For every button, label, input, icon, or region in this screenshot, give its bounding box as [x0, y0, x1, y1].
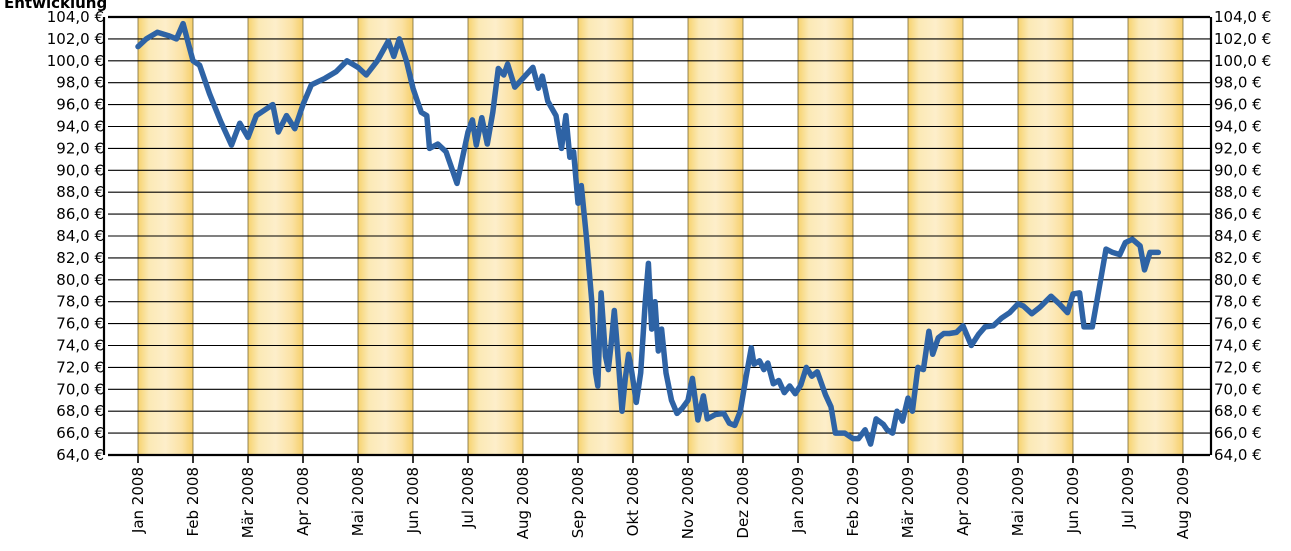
- y-axis-left-labels: 64,0 € 66,0 € 68,0 € 70,0 € 72,0 € 74,0 € 76,0…: [47, 8, 104, 464]
- y-tick-label-right: 72,0 €: [1214, 358, 1262, 376]
- x-tick-label: Aug 2008: [514, 467, 532, 539]
- y-tick-label-left: 86,0 €: [56, 205, 104, 223]
- y-tick-label-right: 66,0 €: [1214, 424, 1262, 442]
- x-tick-label: Mai 2009: [1009, 467, 1027, 536]
- y-tick-label-right: 80,0 €: [1214, 271, 1262, 289]
- x-tick-label: Mär 2009: [899, 467, 917, 538]
- y-axis-right-labels: 64,0 € 66,0 € 68,0 € 70,0 € 72,0 € 74,0 € 76,0…: [1214, 8, 1271, 464]
- x-tick-label: Dez 2008: [734, 467, 752, 539]
- y-tick-label-left: 74,0 €: [56, 337, 104, 355]
- x-tick-label: Sep 2008: [569, 467, 587, 538]
- y-tick-label-right: 64,0 €: [1214, 446, 1262, 464]
- y-tick-label-right: 92,0 €: [1214, 139, 1262, 157]
- y-tick-label-left: 68,0 €: [56, 402, 104, 420]
- y-tick-label-right: 78,0 €: [1214, 293, 1262, 311]
- y-tick-label-left: 64,0 €: [56, 446, 104, 464]
- y-tick-label-left: 100,0 €: [47, 52, 104, 70]
- chart-title: Entwicklung: [4, 0, 108, 12]
- y-tick-label-left: 98,0 €: [56, 74, 104, 92]
- y-tick-label-right: 96,0 €: [1214, 96, 1262, 114]
- x-axis-labels: Jan 2008 Feb 2008 Mär 2008 Apr 2008 Mai 2008…: [129, 455, 1192, 539]
- y-tick-label-right: 104,0 €: [1214, 8, 1271, 26]
- y-tick-label-right: 74,0 €: [1214, 337, 1262, 355]
- y-tick-label-left: 104,0 €: [47, 8, 104, 26]
- price-line: [135, 20, 1162, 447]
- y-tick-label-right: 88,0 €: [1214, 183, 1262, 201]
- series-group: [135, 20, 1162, 447]
- y-tick-label-right: 82,0 €: [1214, 249, 1262, 267]
- x-tick-label: Mai 2008: [349, 467, 367, 536]
- x-tick-label: Feb 2008: [184, 467, 202, 537]
- y-tick-label-left: 70,0 €: [56, 380, 104, 398]
- y-tick-label-right: 102,0 €: [1214, 30, 1271, 48]
- y-tick-label-left: 102,0 €: [47, 30, 104, 48]
- x-tick-label: Jun 2009: [1064, 467, 1082, 534]
- x-tick-label: Mär 2008: [239, 467, 257, 538]
- x-tick-label: Jan 2008: [129, 467, 147, 534]
- x-tick-label: Feb 2009: [844, 467, 862, 537]
- x-tick-label: Nov 2008: [679, 467, 697, 539]
- y-tick-label-left: 76,0 €: [56, 315, 104, 333]
- x-tick-label: Jul 2009: [1119, 467, 1137, 529]
- y-tick-label-left: 94,0 €: [56, 118, 104, 136]
- y-tick-label-left: 84,0 €: [56, 227, 104, 245]
- y-tick-label-left: 66,0 €: [56, 424, 104, 442]
- y-tick-label-right: 100,0 €: [1214, 52, 1271, 70]
- x-tick-label: Okt 2008: [624, 467, 642, 536]
- y-tick-label-right: 90,0 €: [1214, 161, 1262, 179]
- y-tick-label-right: 76,0 €: [1214, 315, 1262, 333]
- x-tick-label: Jan 2009: [789, 467, 807, 534]
- y-tick-label-left: 72,0 €: [56, 358, 104, 376]
- x-tick-label: Apr 2009: [954, 467, 972, 536]
- y-tick-label-left: 78,0 €: [56, 293, 104, 311]
- y-tick-label-right: 86,0 €: [1214, 205, 1262, 223]
- y-tick-label-right: 68,0 €: [1214, 402, 1262, 420]
- x-tick-label: Aug 2009: [1174, 467, 1192, 539]
- y-tick-label-left: 92,0 €: [56, 139, 104, 157]
- axes: [102, 17, 1213, 455]
- y-tick-label-left: 90,0 €: [56, 161, 104, 179]
- y-tick-label-left: 96,0 €: [56, 96, 104, 114]
- y-tick-label-right: 94,0 €: [1214, 118, 1262, 136]
- x-tick-label: Jul 2008: [459, 467, 477, 529]
- x-tick-label: Jun 2008: [404, 467, 422, 534]
- y-tick-label-left: 82,0 €: [56, 249, 104, 267]
- y-tick-label-right: 70,0 €: [1214, 380, 1262, 398]
- y-tick-label-left: 88,0 €: [56, 183, 104, 201]
- y-tick-label-right: 98,0 €: [1214, 74, 1262, 92]
- x-tick-label: Apr 2008: [294, 467, 312, 536]
- gridlines: [108, 15, 1210, 457]
- y-tick-label-left: 80,0 €: [56, 271, 104, 289]
- y-tick-label-right: 84,0 €: [1214, 227, 1262, 245]
